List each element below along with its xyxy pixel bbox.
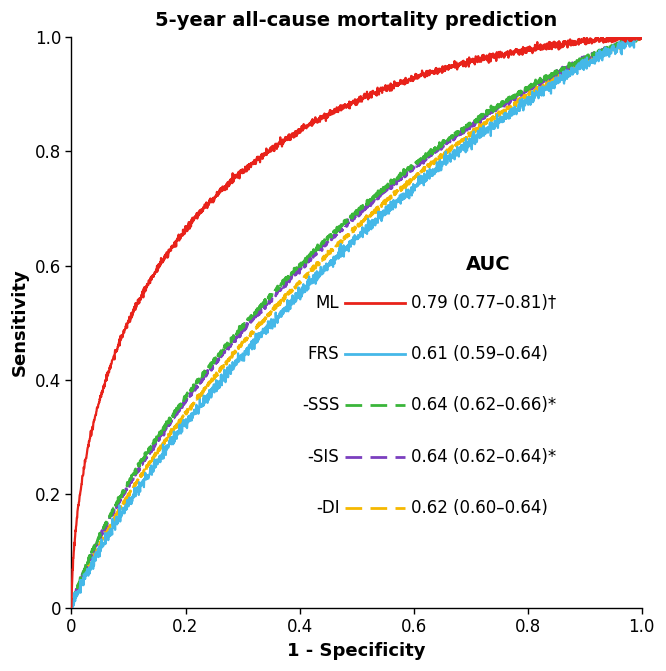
Text: 0.79 (0.77–0.81)†: 0.79 (0.77–0.81)† <box>411 294 556 311</box>
Text: -SSS: -SSS <box>302 397 340 414</box>
Title: 5-year all-cause mortality prediction: 5-year all-cause mortality prediction <box>155 11 557 30</box>
Y-axis label: Sensitivity: Sensitivity <box>11 268 29 376</box>
Text: 0.64 (0.62–0.66)*: 0.64 (0.62–0.66)* <box>411 397 556 414</box>
Text: 0.62 (0.60–0.64): 0.62 (0.60–0.64) <box>411 499 547 517</box>
X-axis label: 1 - Specificity: 1 - Specificity <box>287 642 426 660</box>
Text: ML: ML <box>316 294 340 311</box>
Text: 0.61 (0.59–0.64): 0.61 (0.59–0.64) <box>411 345 547 363</box>
Text: -DI: -DI <box>316 499 340 517</box>
Text: 0.64 (0.62–0.64)*: 0.64 (0.62–0.64)* <box>411 448 556 466</box>
Text: -SIS: -SIS <box>308 448 340 466</box>
Text: AUC: AUC <box>466 255 510 274</box>
Text: FRS: FRS <box>308 345 340 363</box>
